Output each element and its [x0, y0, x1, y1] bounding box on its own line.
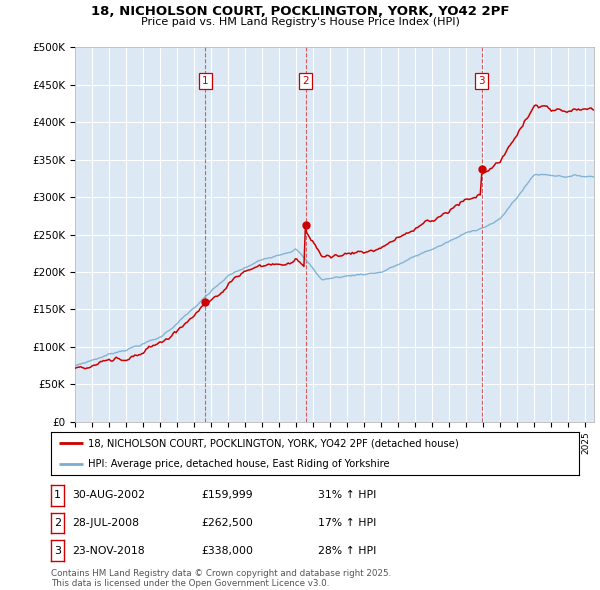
Text: 1: 1	[202, 76, 209, 86]
Text: 18, NICHOLSON COURT, POCKLINGTON, YORK, YO42 2PF (detached house): 18, NICHOLSON COURT, POCKLINGTON, YORK, …	[88, 438, 459, 448]
Text: 31% ↑ HPI: 31% ↑ HPI	[318, 490, 376, 500]
Text: Contains HM Land Registry data © Crown copyright and database right 2025.
This d: Contains HM Land Registry data © Crown c…	[51, 569, 391, 588]
Text: 3: 3	[478, 76, 485, 86]
Text: 23-NOV-2018: 23-NOV-2018	[72, 546, 145, 556]
Text: 1: 1	[54, 490, 61, 500]
Text: 2: 2	[302, 76, 309, 86]
Text: 2: 2	[54, 518, 61, 528]
Text: HPI: Average price, detached house, East Riding of Yorkshire: HPI: Average price, detached house, East…	[88, 460, 389, 469]
Text: Price paid vs. HM Land Registry's House Price Index (HPI): Price paid vs. HM Land Registry's House …	[140, 17, 460, 27]
Text: £338,000: £338,000	[201, 546, 253, 556]
Text: 18, NICHOLSON COURT, POCKLINGTON, YORK, YO42 2PF: 18, NICHOLSON COURT, POCKLINGTON, YORK, …	[91, 5, 509, 18]
Text: 17% ↑ HPI: 17% ↑ HPI	[318, 518, 376, 528]
Text: 30-AUG-2002: 30-AUG-2002	[72, 490, 145, 500]
Text: 3: 3	[54, 546, 61, 556]
Text: 28-JUL-2008: 28-JUL-2008	[72, 518, 139, 528]
Text: £159,999: £159,999	[201, 490, 253, 500]
Text: £262,500: £262,500	[201, 518, 253, 528]
Text: 28% ↑ HPI: 28% ↑ HPI	[318, 546, 376, 556]
